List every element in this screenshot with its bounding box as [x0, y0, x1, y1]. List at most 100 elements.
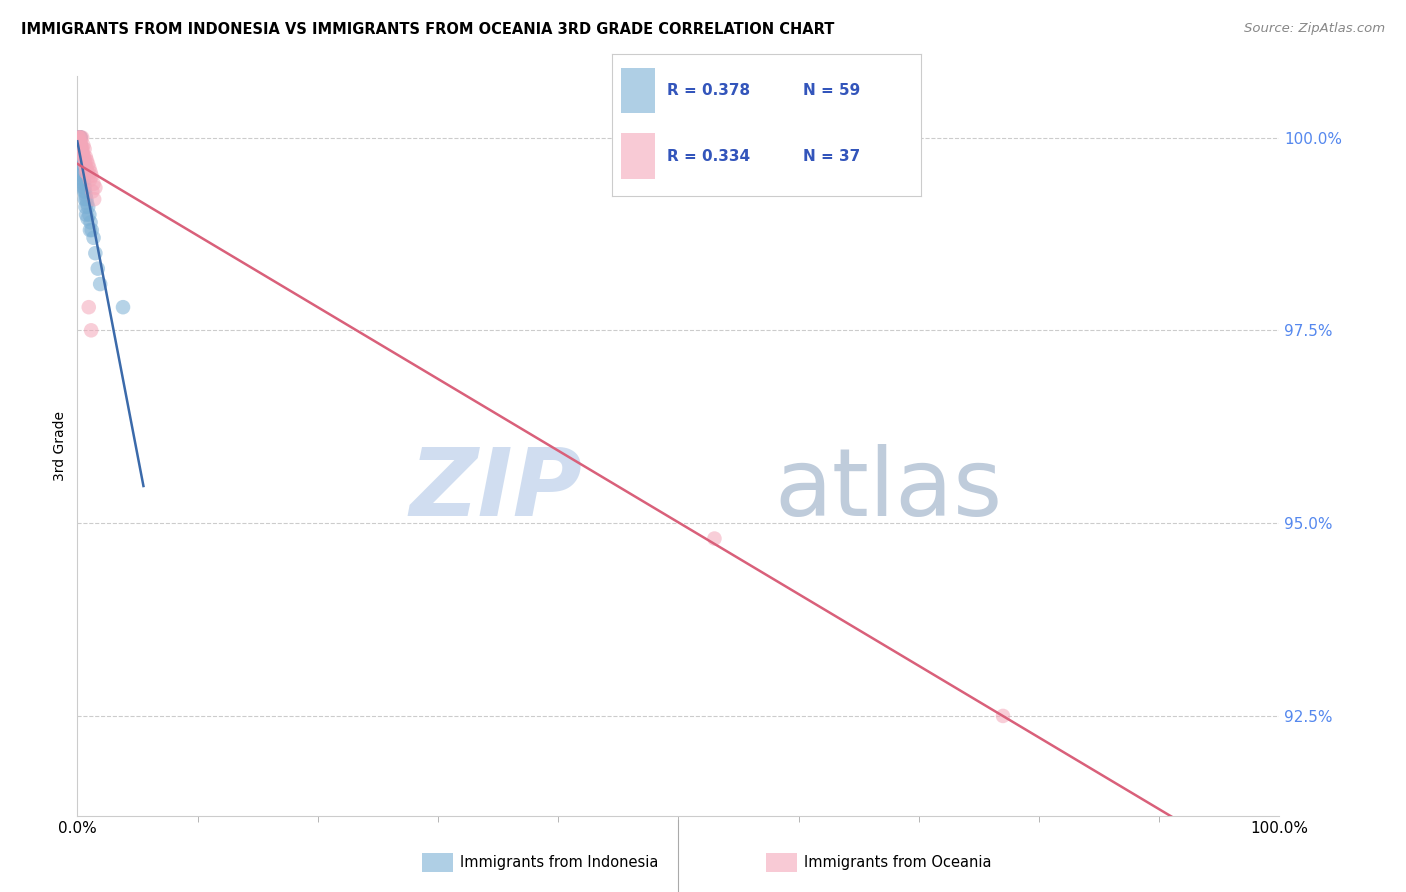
Point — [70, 142, 93, 156]
Point — [79, 215, 101, 229]
Point — [79, 161, 101, 176]
Point — [79, 173, 101, 187]
Point — [72, 150, 94, 164]
Point — [69, 150, 91, 164]
Point — [72, 165, 94, 179]
Point — [72, 169, 94, 183]
Point — [72, 145, 94, 160]
Text: Source: ZipAtlas.com: Source: ZipAtlas.com — [1244, 22, 1385, 36]
Point — [70, 153, 93, 168]
Text: R = 0.378: R = 0.378 — [668, 83, 751, 98]
Point — [70, 130, 93, 145]
Point — [67, 130, 90, 145]
Point — [72, 169, 94, 183]
Point — [73, 157, 96, 171]
Point — [70, 138, 93, 153]
Text: N = 59: N = 59 — [803, 83, 860, 98]
Text: Immigrants from Oceania: Immigrants from Oceania — [804, 855, 991, 870]
Point — [73, 177, 96, 191]
Point — [77, 200, 100, 214]
Point — [79, 208, 101, 222]
Point — [79, 165, 101, 179]
Point — [69, 130, 91, 145]
Point — [69, 130, 91, 145]
Point — [69, 130, 91, 145]
Point — [66, 130, 89, 145]
Point — [79, 223, 101, 237]
Point — [67, 130, 90, 145]
Point — [67, 130, 90, 145]
Point — [67, 130, 90, 145]
Point — [73, 142, 96, 156]
Point — [72, 177, 94, 191]
Point — [67, 130, 90, 145]
Point — [69, 142, 91, 156]
Point — [75, 188, 97, 202]
Point — [67, 130, 90, 145]
Point — [69, 138, 91, 153]
Point — [75, 153, 97, 168]
Point — [67, 130, 90, 145]
Point — [70, 142, 93, 156]
Point — [73, 150, 96, 164]
Point — [75, 185, 97, 199]
Text: atlas: atlas — [775, 444, 1002, 536]
Point — [87, 261, 110, 276]
Point — [75, 165, 97, 179]
Text: IMMIGRANTS FROM INDONESIA VS IMMIGRANTS FROM OCEANIA 3RD GRADE CORRELATION CHART: IMMIGRANTS FROM INDONESIA VS IMMIGRANTS … — [21, 22, 835, 37]
Point — [69, 130, 91, 145]
Point — [72, 161, 94, 176]
Text: R = 0.334: R = 0.334 — [668, 149, 751, 164]
Y-axis label: 3rd Grade: 3rd Grade — [53, 411, 67, 481]
Point — [80, 223, 103, 237]
Point — [67, 134, 90, 148]
Point — [66, 130, 89, 145]
Text: ZIP: ZIP — [409, 444, 582, 536]
Point — [72, 173, 94, 187]
Point — [84, 180, 107, 194]
Point — [67, 134, 90, 148]
Point — [75, 150, 97, 164]
Point — [72, 157, 94, 171]
Text: N = 37: N = 37 — [803, 149, 860, 164]
Point — [72, 138, 94, 153]
Point — [84, 246, 107, 260]
Point — [89, 277, 111, 291]
Bar — [621, 68, 655, 113]
Point — [80, 323, 103, 337]
Point — [72, 142, 94, 156]
Point — [76, 165, 98, 179]
Point — [76, 153, 98, 168]
Point — [76, 211, 98, 226]
Point — [82, 185, 104, 199]
Point — [703, 532, 725, 546]
Text: Immigrants from Indonesia: Immigrants from Indonesia — [460, 855, 658, 870]
Point — [73, 173, 96, 187]
Point — [73, 192, 96, 206]
Point — [70, 153, 93, 168]
Point — [70, 161, 93, 176]
Point — [69, 130, 91, 145]
Point — [75, 200, 97, 214]
Point — [73, 180, 96, 194]
Point — [70, 138, 93, 153]
Point — [73, 180, 96, 194]
Point — [76, 196, 98, 211]
Point — [75, 161, 97, 176]
Point — [70, 130, 93, 145]
Point — [80, 169, 103, 183]
Point — [77, 157, 100, 171]
Point — [75, 192, 97, 206]
Point — [77, 169, 100, 183]
Point — [69, 130, 91, 145]
Point — [83, 192, 105, 206]
Point — [67, 130, 90, 145]
Point — [70, 150, 93, 164]
Point — [70, 157, 93, 171]
Point — [75, 208, 97, 222]
Point — [83, 177, 105, 191]
Point — [991, 709, 1014, 723]
Point — [69, 134, 91, 148]
Bar — [621, 134, 655, 179]
Point — [83, 231, 105, 245]
